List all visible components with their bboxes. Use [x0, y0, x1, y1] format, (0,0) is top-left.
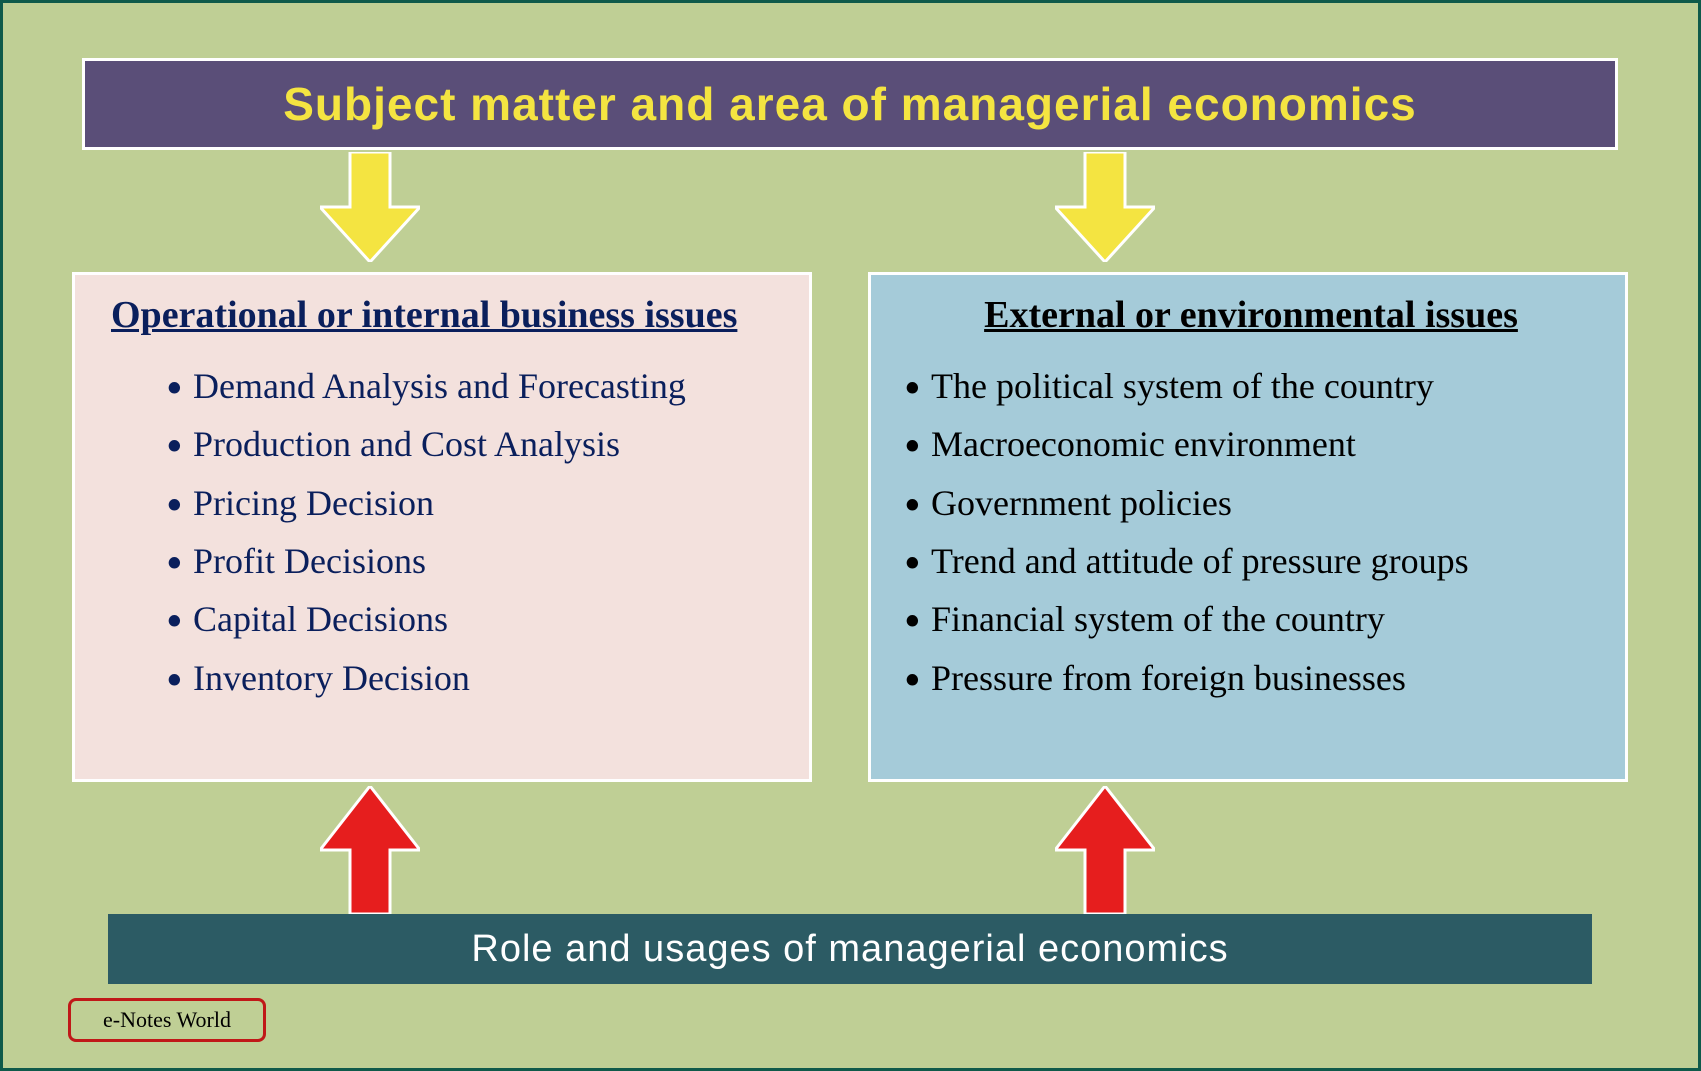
- left-panel-operational: Operational or internal business issues …: [72, 272, 812, 782]
- up-arrow-right-icon: [1055, 786, 1155, 914]
- list-item: Government policies: [901, 474, 1595, 532]
- down-arrow-right-icon: [1055, 152, 1155, 262]
- list-item: Demand Analysis and Forecasting: [105, 357, 779, 415]
- list-item: Production and Cost Analysis: [105, 415, 779, 473]
- list-item: The political system of the country: [901, 357, 1595, 415]
- left-panel-title: Operational or internal business issues: [105, 293, 779, 337]
- diagram-canvas: Subject matter and area of managerial ec…: [0, 0, 1701, 1071]
- list-item: Capital Decisions: [105, 590, 779, 648]
- list-item: Pressure from foreign businesses: [901, 649, 1595, 707]
- bottom-bar: Role and usages of managerial economics: [108, 914, 1592, 984]
- list-item: Profit Decisions: [105, 532, 779, 590]
- watermark-badge: e-Notes World: [68, 998, 266, 1042]
- list-item: Pricing Decision: [105, 474, 779, 532]
- list-item: Trend and attitude of pressure groups: [901, 532, 1595, 590]
- list-item: Financial system of the country: [901, 590, 1595, 648]
- list-item: Inventory Decision: [105, 649, 779, 707]
- down-arrow-left-icon: [320, 152, 420, 262]
- list-item: Macroeconomic environment: [901, 415, 1595, 473]
- up-arrow-left-icon: [320, 786, 420, 914]
- title-bar: Subject matter and area of managerial ec…: [82, 58, 1618, 150]
- right-panel-title: External or environmental issues: [901, 293, 1595, 337]
- left-panel-list: Demand Analysis and ForecastingProductio…: [105, 357, 779, 707]
- right-panel-external: External or environmental issues The pol…: [868, 272, 1628, 782]
- bottom-bar-text: Role and usages of managerial economics: [471, 928, 1228, 971]
- right-panel-list: The political system of the countryMacro…: [901, 357, 1595, 707]
- watermark-text: e-Notes World: [103, 1007, 231, 1033]
- title-text: Subject matter and area of managerial ec…: [283, 77, 1416, 131]
